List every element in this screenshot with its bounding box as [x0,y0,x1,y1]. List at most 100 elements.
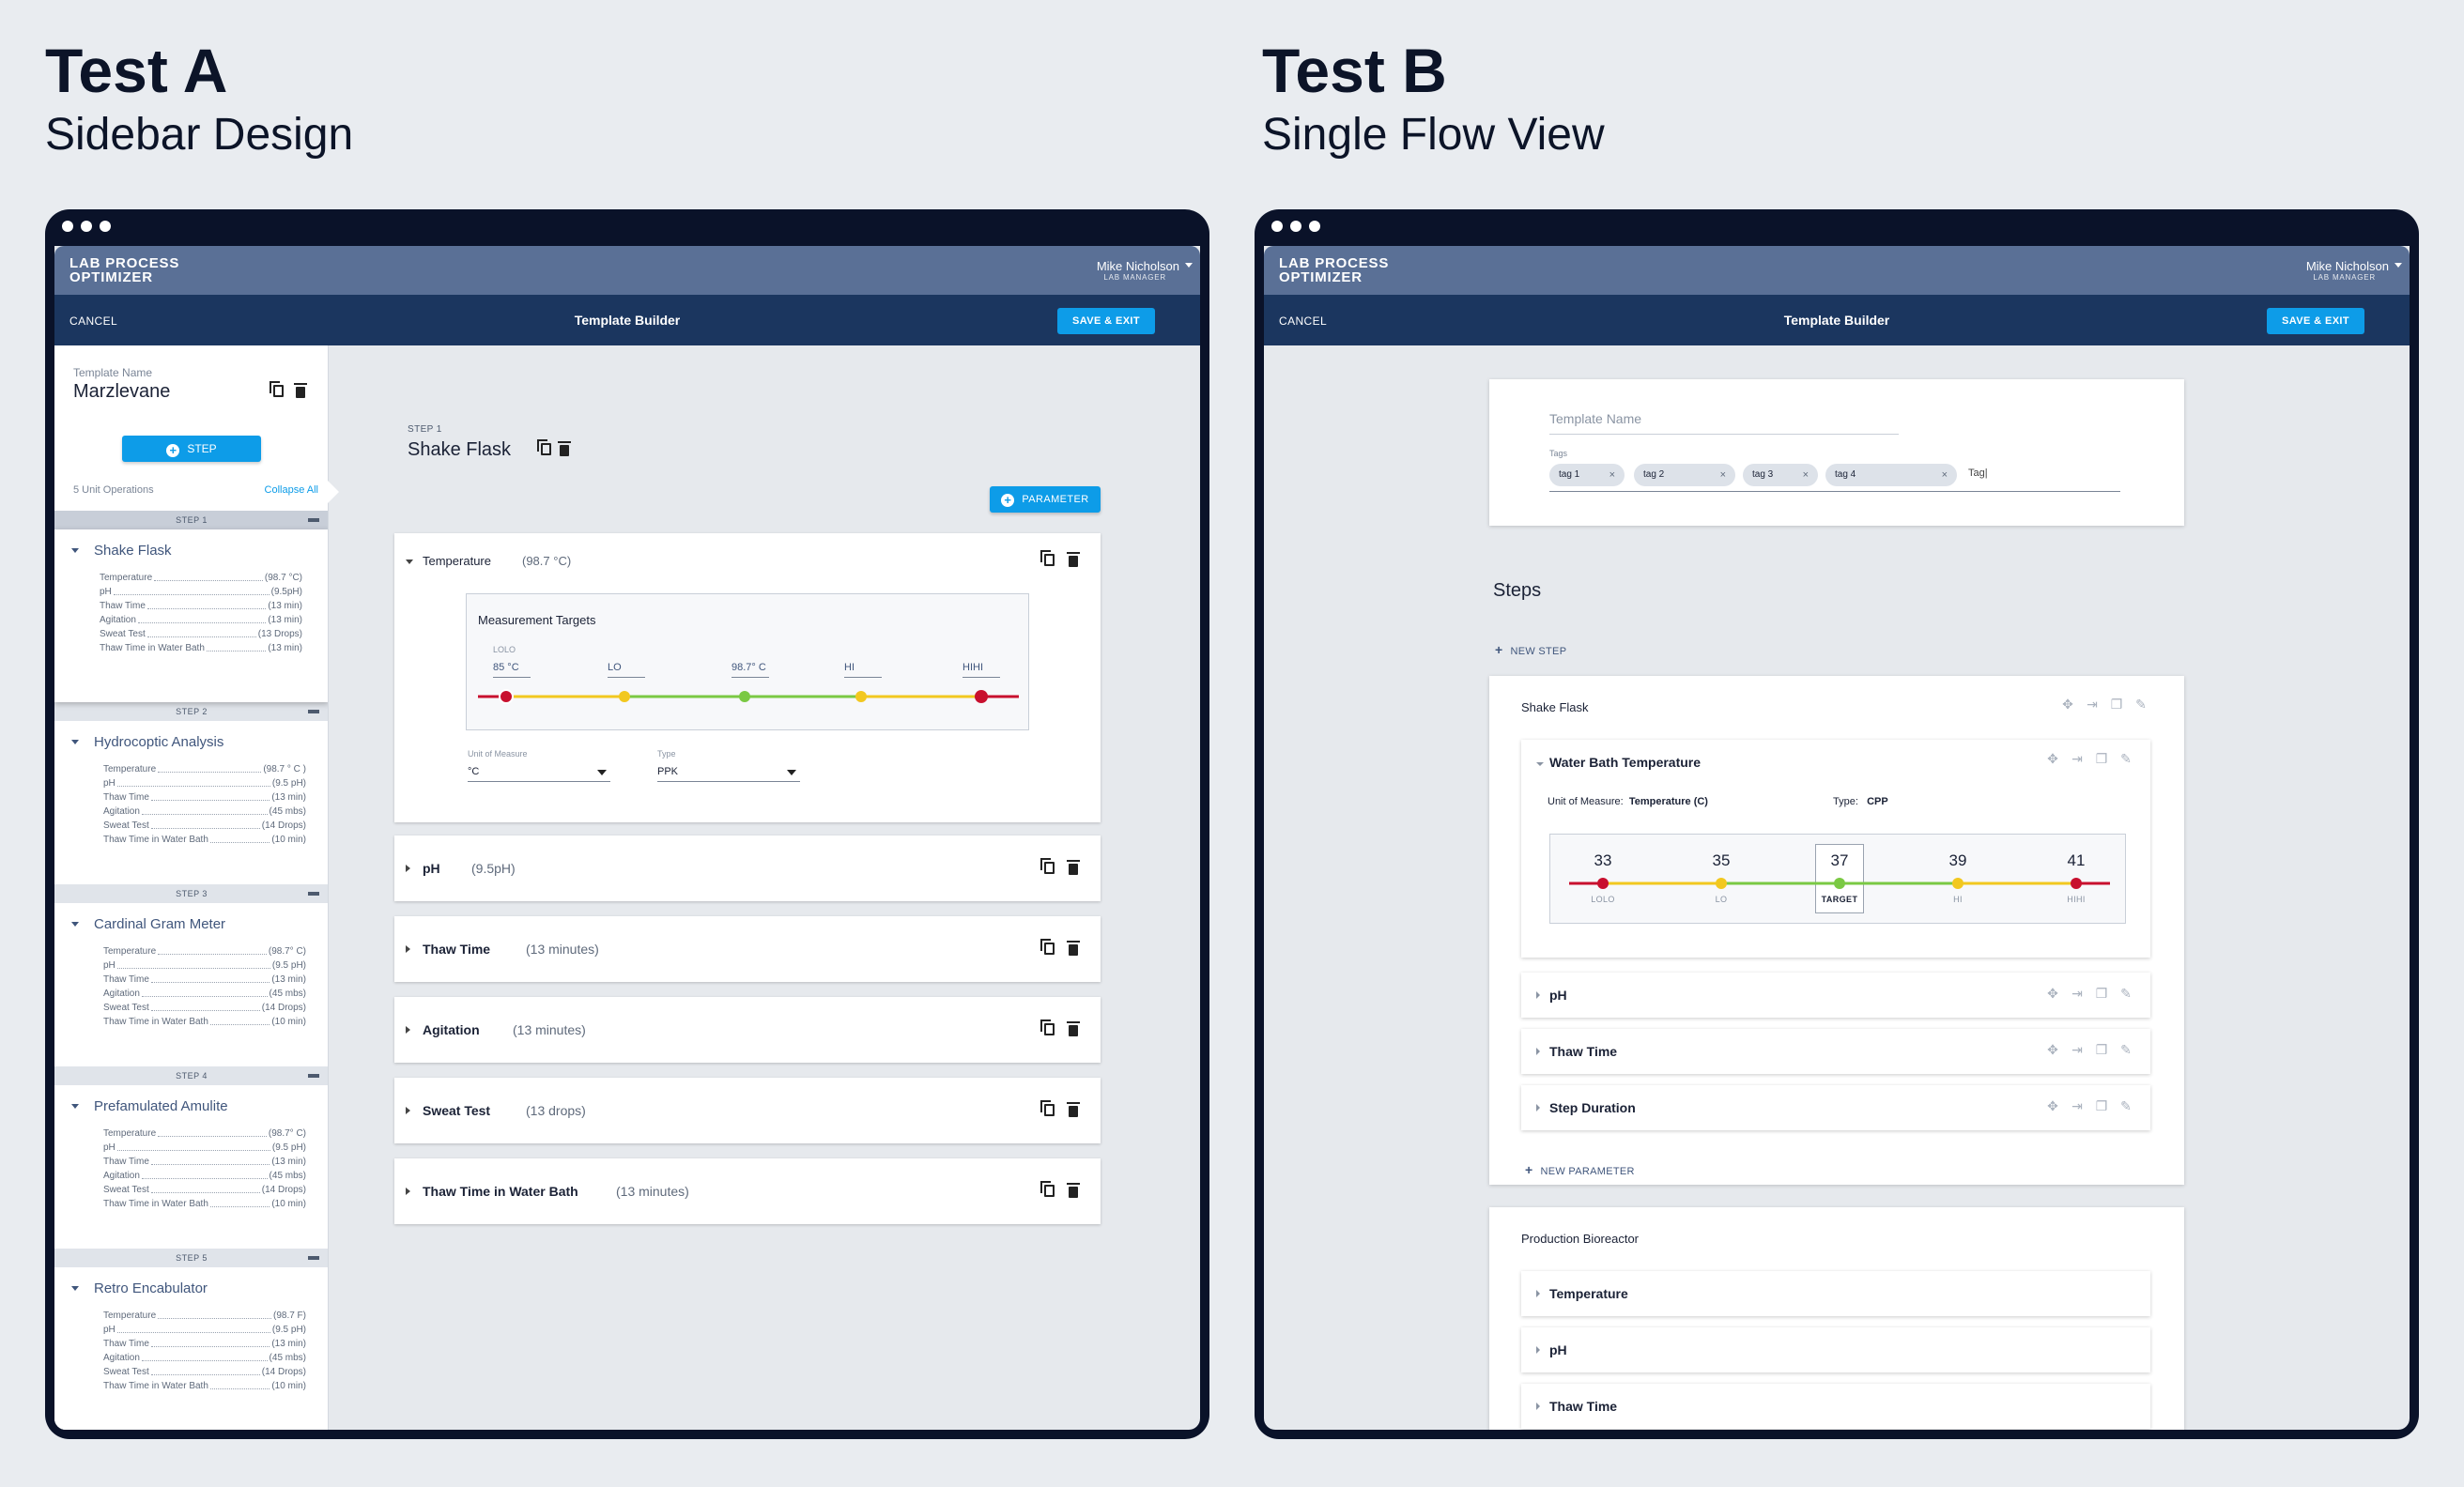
chevron-right-icon[interactable] [406,1026,410,1034]
type-select[interactable]: Type PPK [657,749,800,782]
export-icon[interactable]: ⇥ [2087,697,2098,712]
step-header[interactable]: STEP 3 [54,884,328,903]
close-icon[interactable]: × [1802,469,1809,481]
add-step-button[interactable]: + STEP [122,436,261,462]
trash-icon[interactable] [1067,1102,1080,1117]
collapse-all-link[interactable]: Collapse All [264,484,318,496]
trash-icon[interactable] [558,441,571,456]
parameter-card-temperature[interactable]: Temperature (98.7 °C) Measurement Target… [394,533,1101,822]
edit-icon[interactable]: ✎ [2120,751,2132,766]
sidebar-step-name[interactable]: Cardinal Gram Meter [70,916,226,932]
copy-icon[interactable]: ❐ [2095,986,2108,1001]
cancel-button[interactable]: CANCEL [1279,314,1328,328]
parameter-card[interactable]: Thaw Time [1521,1384,2150,1429]
chevron-right-icon[interactable] [1536,1403,1540,1410]
tag-chip[interactable]: tag 3 × [1743,464,1818,486]
sidebar-step[interactable]: Prefamulated Amulite Temperature (98.7° C)… [54,1085,328,1249]
move-icon[interactable]: ✥ [2047,751,2058,766]
move-icon[interactable]: ✥ [2047,1042,2058,1057]
parameter-card-water-bath-temperature[interactable]: Water Bath Temperature ✥ ⇥ ❐ ✎ Unit of Meas… [1521,740,2150,958]
step-header[interactable]: STEP 5 [54,1249,328,1267]
copy-icon[interactable]: ❐ [2095,751,2108,766]
step-header[interactable]: STEP 2 [54,702,328,721]
sidebar-step[interactable]: Hydrocoptic Analysis Temperature (98.7 ° C… [54,721,328,884]
edit-icon[interactable]: ✎ [2120,1098,2132,1113]
parameter-card[interactable]: pH (9.5pH) [394,835,1101,901]
trash-icon[interactable] [1067,1183,1080,1198]
edit-icon[interactable]: ✎ [2135,697,2147,712]
parameter-card[interactable]: pH [1521,1327,2150,1372]
chevron-right-icon[interactable] [1536,1048,1540,1055]
step-header[interactable]: STEP 1 [54,511,328,529]
trash-icon[interactable] [1067,860,1080,875]
tags-input[interactable]: tag 1 × tag 2 × tag 3 × tag 4 × Tag| [1549,464,2120,492]
copy-icon[interactable] [1040,858,1055,874]
parameter-card[interactable]: Agitation (13 minutes) [394,997,1101,1063]
export-icon[interactable]: ⇥ [2071,1042,2083,1057]
chevron-right-icon[interactable] [1536,1104,1540,1111]
chevron-right-icon[interactable] [1536,991,1540,999]
user-menu[interactable]: Mike Nicholson LAB MANAGER [2306,259,2402,282]
copy-icon[interactable]: ❐ [2095,1098,2108,1113]
copy-icon[interactable] [537,439,551,455]
chevron-right-icon[interactable] [1536,1346,1540,1354]
edit-icon[interactable]: ✎ [2120,1042,2132,1057]
tag-chip[interactable]: tag 1 × [1549,464,1625,486]
export-icon[interactable]: ⇥ [2071,1098,2083,1113]
sidebar-step-name[interactable]: Prefamulated Amulite [71,1098,228,1114]
parameter-card[interactable]: Step Duration ✥ ⇥ ❐ ✎ [1521,1085,2150,1130]
drag-handle-icon[interactable] [308,1074,319,1078]
copy-icon[interactable]: ❐ [2110,697,2123,712]
parameter-card[interactable]: Thaw Time (13 minutes) [394,916,1101,982]
copy-icon[interactable] [1040,1100,1055,1116]
sidebar-step[interactable]: Shake Flask Temperature (98.7 °C) pH (9.5pH)… [54,529,328,702]
copy-icon[interactable] [1040,550,1055,566]
hihi-input[interactable]: HIHI [962,662,1000,678]
step-header[interactable]: STEP 4 [54,1066,328,1085]
sidebar-step-name[interactable]: Retro Encabulator [71,1280,208,1296]
trash-icon[interactable] [1067,552,1080,567]
hi-input[interactable]: HI [844,662,882,678]
sidebar-step-name[interactable]: Hydrocoptic Analysis [70,734,224,750]
target-input[interactable]: 98.7° C [732,662,769,678]
chevron-right-icon[interactable] [1536,1290,1540,1297]
copy-icon[interactable]: ❐ [2095,1042,2108,1057]
chevron-down-icon[interactable] [406,560,413,564]
lo-input[interactable]: LO [608,662,645,678]
trash-icon[interactable] [294,383,307,398]
move-icon[interactable]: ✥ [2062,697,2073,712]
tag-input-text[interactable]: Tag| [1968,468,1988,479]
close-icon[interactable]: × [1941,469,1948,481]
save-exit-button[interactable]: SAVE & EXIT [2267,308,2364,334]
parameter-card[interactable]: Thaw Time in Water Bath (13 minutes) [394,1158,1101,1224]
sidebar-step[interactable]: Cardinal Gram Meter Temperature (98.7° C) p… [54,903,328,1066]
close-icon[interactable]: × [1609,469,1615,481]
range-slider[interactable] [467,594,1030,731]
template-name-field[interactable]: Template Name [1549,411,1899,435]
add-parameter-button[interactable]: + PARAMETER [990,486,1101,513]
sidebar-step-name[interactable]: Shake Flask [71,543,172,559]
copy-icon[interactable] [270,381,284,397]
drag-handle-icon[interactable] [308,1256,319,1260]
copy-icon[interactable] [1040,1181,1055,1197]
user-menu[interactable]: Mike Nicholson LAB MANAGER [1097,259,1193,282]
parameter-card[interactable]: Thaw Time ✥ ⇥ ❐ ✎ [1521,1029,2150,1074]
move-icon[interactable]: ✥ [2047,986,2058,1001]
new-step-button[interactable]: + NEW STEP [1495,642,1567,657]
move-icon[interactable]: ✥ [2047,1098,2058,1113]
step-name[interactable]: Shake Flask [408,439,512,460]
sidebar-step[interactable]: Retro Encabulator Temperature (98.7 F) pH (9… [54,1267,328,1430]
tag-chip[interactable]: tag 4 × [1825,464,1957,486]
lolo-input[interactable]: 85 °C [493,662,531,678]
chevron-right-icon[interactable] [406,945,410,953]
close-icon[interactable]: × [1719,469,1726,481]
parameter-card[interactable]: Sweat Test (13 drops) [394,1078,1101,1143]
copy-icon[interactable] [1040,939,1055,955]
unit-of-measure-select[interactable]: Unit of Measure °C [468,749,610,782]
copy-icon[interactable] [1040,1019,1055,1035]
trash-icon[interactable] [1067,1021,1080,1036]
chevron-right-icon[interactable] [406,1188,410,1195]
parameter-card[interactable]: pH ✥ ⇥ ❐ ✎ [1521,973,2150,1018]
cancel-button[interactable]: CANCEL [69,314,118,328]
edit-icon[interactable]: ✎ [2120,986,2132,1001]
